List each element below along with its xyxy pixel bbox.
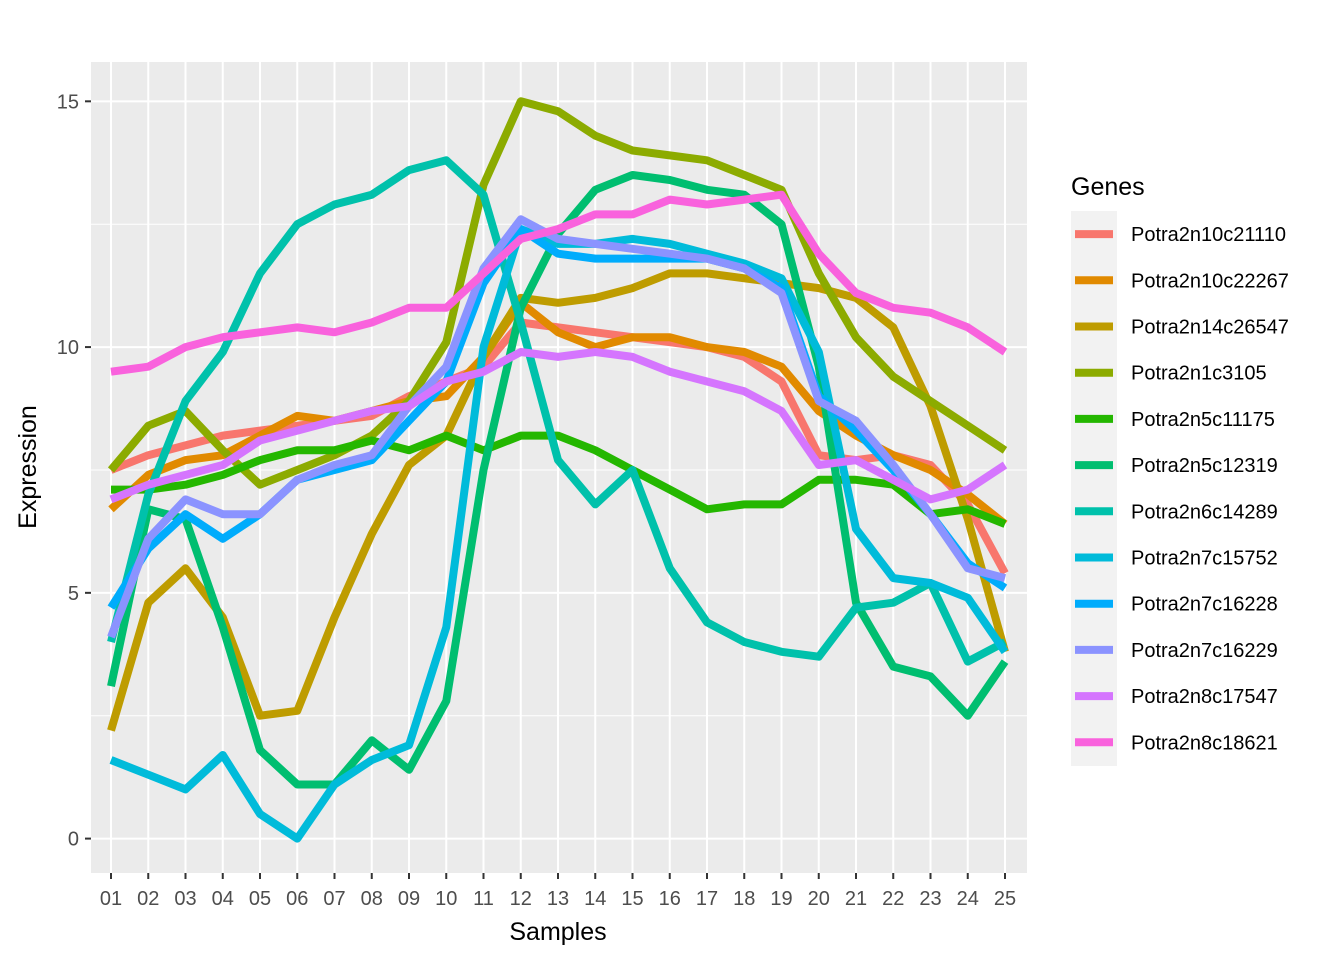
x-tick-label: 23 (919, 888, 941, 910)
series-line (109, 348, 1008, 504)
legend-label: Potra2n7c15752 (1131, 548, 1278, 570)
x-tick-label: 04 (212, 888, 234, 910)
y-axis: 0 5 10 15 (57, 91, 91, 851)
series-line (107, 156, 1007, 666)
legend-label: Potra2n10c21110 (1131, 224, 1286, 246)
x-tick-label: 07 (323, 888, 345, 910)
series-line (109, 225, 1009, 843)
y-axis-title: Expression (14, 405, 42, 529)
legend: Genes Potra2n10c21110Potra2n10c22267Potr… (1071, 173, 1289, 766)
legend-label: Potra2n7c16228 (1131, 594, 1278, 616)
x-tick-label: 18 (733, 888, 755, 910)
legend-label: Potra2n7c16229 (1131, 640, 1278, 662)
x-tick-label: 13 (547, 888, 569, 910)
y-tick-label: 5 (68, 583, 79, 605)
series-line (107, 215, 1007, 639)
x-tick-label: 21 (845, 888, 867, 910)
legend-label: Potra2n14c26547 (1131, 317, 1289, 339)
series-line (107, 97, 1008, 489)
series-line (107, 171, 1009, 789)
x-tick-label: 19 (770, 888, 792, 910)
x-tick-label: 14 (584, 888, 606, 910)
legend-items: Potra2n10c21110 Potra2n10c22267 Potra2n14c… (1075, 224, 1289, 754)
x-tick-label: 12 (510, 888, 532, 910)
legend-label: Potra2n8c18621 (1131, 732, 1278, 754)
legend-label: Potra2n8c17547 (1131, 686, 1278, 708)
x-tick-label: 17 (696, 888, 718, 910)
legend-label: Potra2n10c22267 (1131, 270, 1289, 292)
x-tick-label: 03 (174, 888, 196, 910)
legend-label: Potra2n5c12319 (1131, 455, 1278, 477)
x-tick-label: 05 (249, 888, 271, 910)
legend-label: Potra2n1c3105 (1131, 363, 1267, 385)
x-tick-label: 16 (659, 888, 681, 910)
y-tick-label: 10 (57, 337, 79, 359)
x-tick-label: 24 (957, 888, 979, 910)
x-tick-label: 06 (286, 888, 308, 910)
x-tick-label: 10 (435, 888, 457, 910)
x-tick-label: 15 (621, 888, 643, 910)
x-tick-label: 09 (398, 888, 420, 910)
x-tick-label: 25 (994, 888, 1016, 910)
y-tick-label: 0 (68, 829, 79, 851)
x-tick-label: 02 (137, 888, 159, 910)
y-tick-label: 15 (57, 91, 79, 113)
legend-key-background (1071, 211, 1117, 766)
x-tick-label: 08 (361, 888, 383, 910)
x-axis: 01 02 03 04 05 06 07 08 09 10 11 12 13 14 15 16 17 18 19 20… (100, 873, 1016, 910)
x-axis-title: Samples (509, 918, 606, 946)
x-tick-label: 01 (100, 888, 122, 910)
x-tick-label: 20 (808, 888, 830, 910)
x-tick-label: 22 (882, 888, 904, 910)
legend-label: Potra2n6c14289 (1131, 501, 1278, 523)
legend-label: Potra2n5c11175 (1131, 409, 1275, 431)
x-tick-label: 11 (473, 888, 494, 910)
series-lines (107, 97, 1009, 843)
series-line (110, 190, 1008, 376)
legend-title: Genes (1071, 173, 1145, 201)
series-line (111, 431, 1007, 528)
series-line (107, 269, 1009, 732)
